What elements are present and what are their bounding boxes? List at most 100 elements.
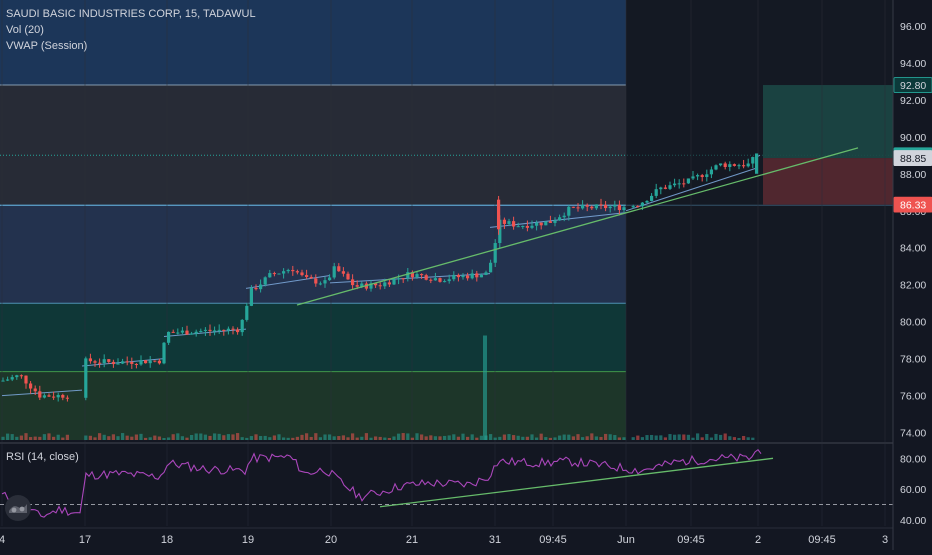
candle-body-82 bbox=[392, 278, 396, 285]
volume-bar-115 bbox=[544, 437, 548, 440]
volume-bar-126 bbox=[594, 436, 598, 440]
candle-body-15 bbox=[84, 358, 88, 398]
volume-bar-157 bbox=[742, 435, 746, 440]
volume-bar-158 bbox=[746, 437, 750, 440]
candle-body-123 bbox=[581, 205, 585, 209]
candle-body-91 bbox=[433, 278, 437, 281]
candle-body-133 bbox=[631, 206, 635, 208]
rsi-trendline bbox=[379, 457, 774, 508]
volume-bar-22 bbox=[116, 436, 120, 440]
candle-body-64 bbox=[309, 276, 313, 279]
rsi-tick-1: 60.00 bbox=[900, 484, 926, 496]
symbol-title: SAUDI BASIC INDUSTRIES CORP, 15, TADAWUL bbox=[6, 8, 256, 20]
candle-body-19 bbox=[102, 359, 106, 364]
volume-indicator-label[interactable]: Vol (20) bbox=[6, 24, 44, 36]
candle-body-153 bbox=[723, 163, 727, 167]
candle-body-34 bbox=[171, 331, 175, 333]
candle-body-85 bbox=[406, 272, 410, 279]
volume-bar-5 bbox=[24, 433, 28, 440]
candle-body-118 bbox=[558, 217, 562, 221]
candle-body-110 bbox=[521, 225, 525, 227]
volume-bar-61 bbox=[295, 436, 299, 440]
volume-bar-35 bbox=[176, 433, 180, 440]
volume-bar-108 bbox=[512, 435, 516, 440]
volume-bar-82 bbox=[392, 436, 396, 440]
candle-body-146 bbox=[691, 176, 695, 179]
candle-body-149 bbox=[705, 174, 709, 178]
candle-body-49 bbox=[240, 319, 244, 333]
candle-body-78 bbox=[374, 283, 378, 286]
volume-bar-132 bbox=[622, 437, 626, 440]
candle-body-51 bbox=[249, 287, 253, 306]
candle-body-62 bbox=[300, 272, 304, 276]
volume-bar-89 bbox=[424, 436, 428, 440]
volume-bar-59 bbox=[286, 437, 290, 440]
price-tick-2: 92.00 bbox=[900, 95, 926, 107]
candle-body-42 bbox=[208, 329, 212, 331]
volume-bar-48 bbox=[236, 433, 240, 440]
candle-body-145 bbox=[686, 178, 690, 184]
price-tag-2 bbox=[893, 150, 932, 166]
time-label-6: 31 bbox=[489, 534, 501, 546]
candle-body-97 bbox=[461, 275, 465, 278]
volume-bar-114 bbox=[539, 433, 543, 440]
candle-body-48 bbox=[236, 329, 240, 333]
volume-bar-134 bbox=[636, 435, 640, 440]
tradingview-logo-icon[interactable] bbox=[4, 494, 32, 522]
price-trendline-0 bbox=[296, 147, 859, 306]
volume-bar-16 bbox=[88, 435, 92, 440]
candle-body-70 bbox=[337, 266, 341, 272]
price-axis: 96.0094.0092.0090.0088.0086.0084.0082.00… bbox=[892, 0, 932, 550]
volume-bar-87 bbox=[415, 433, 419, 440]
candle-body-26 bbox=[134, 363, 138, 365]
volume-bar-79 bbox=[378, 436, 382, 440]
candle-body-17 bbox=[93, 361, 97, 363]
volume-bar-127 bbox=[599, 436, 603, 440]
candle-body-25 bbox=[130, 362, 134, 364]
volume-bar-130 bbox=[613, 435, 617, 440]
volume-bar-103 bbox=[489, 434, 493, 440]
candle-body-157 bbox=[742, 165, 746, 167]
volume-bar-144 bbox=[682, 434, 686, 440]
volume-bar-121 bbox=[571, 436, 575, 440]
candle-body-131 bbox=[617, 204, 621, 211]
candle-body-95 bbox=[452, 274, 456, 280]
candle-body-139 bbox=[659, 187, 663, 190]
candle-body-14 bbox=[65, 397, 69, 399]
vwap-indicator-label[interactable]: VWAP (Session) bbox=[6, 40, 88, 52]
candle-body-75 bbox=[360, 283, 364, 287]
price-tick-1: 94.00 bbox=[900, 58, 926, 70]
volume-bar-86 bbox=[410, 437, 414, 440]
candle-body-109 bbox=[516, 226, 520, 228]
candle-body-111 bbox=[525, 225, 529, 228]
volume-bar-88 bbox=[420, 434, 424, 440]
volume-bar-141 bbox=[668, 434, 672, 440]
candles bbox=[1, 153, 759, 402]
volume-bar-124 bbox=[585, 436, 589, 440]
volume-bar-65 bbox=[314, 433, 318, 440]
candle-body-55 bbox=[268, 273, 272, 278]
candle-body-159 bbox=[751, 157, 755, 164]
volume-bar-54 bbox=[263, 435, 267, 440]
rsi-indicator-label[interactable]: RSI (14, close) bbox=[6, 451, 79, 463]
volume-bar-44 bbox=[217, 433, 221, 440]
candle-body-84 bbox=[401, 278, 405, 280]
candle-body-41 bbox=[203, 329, 207, 331]
volume-bar-96 bbox=[456, 436, 460, 440]
volume-bar-38 bbox=[190, 434, 194, 440]
candle-last bbox=[755, 153, 759, 174]
price-tag-label-3: 86.33 bbox=[900, 200, 926, 212]
volume-bar-99 bbox=[470, 434, 474, 440]
volume-bar-52 bbox=[254, 434, 258, 440]
volume-bar-142 bbox=[673, 434, 677, 440]
volume-bar-80 bbox=[383, 437, 387, 440]
candle-body-35 bbox=[176, 332, 180, 334]
volume-bar-6 bbox=[29, 437, 33, 440]
candle-body-72 bbox=[346, 273, 350, 280]
price-tick-4: 88.00 bbox=[900, 169, 926, 181]
candle-body-104 bbox=[493, 243, 497, 263]
candle-body-89 bbox=[424, 275, 428, 280]
candle-body-53 bbox=[259, 284, 263, 290]
